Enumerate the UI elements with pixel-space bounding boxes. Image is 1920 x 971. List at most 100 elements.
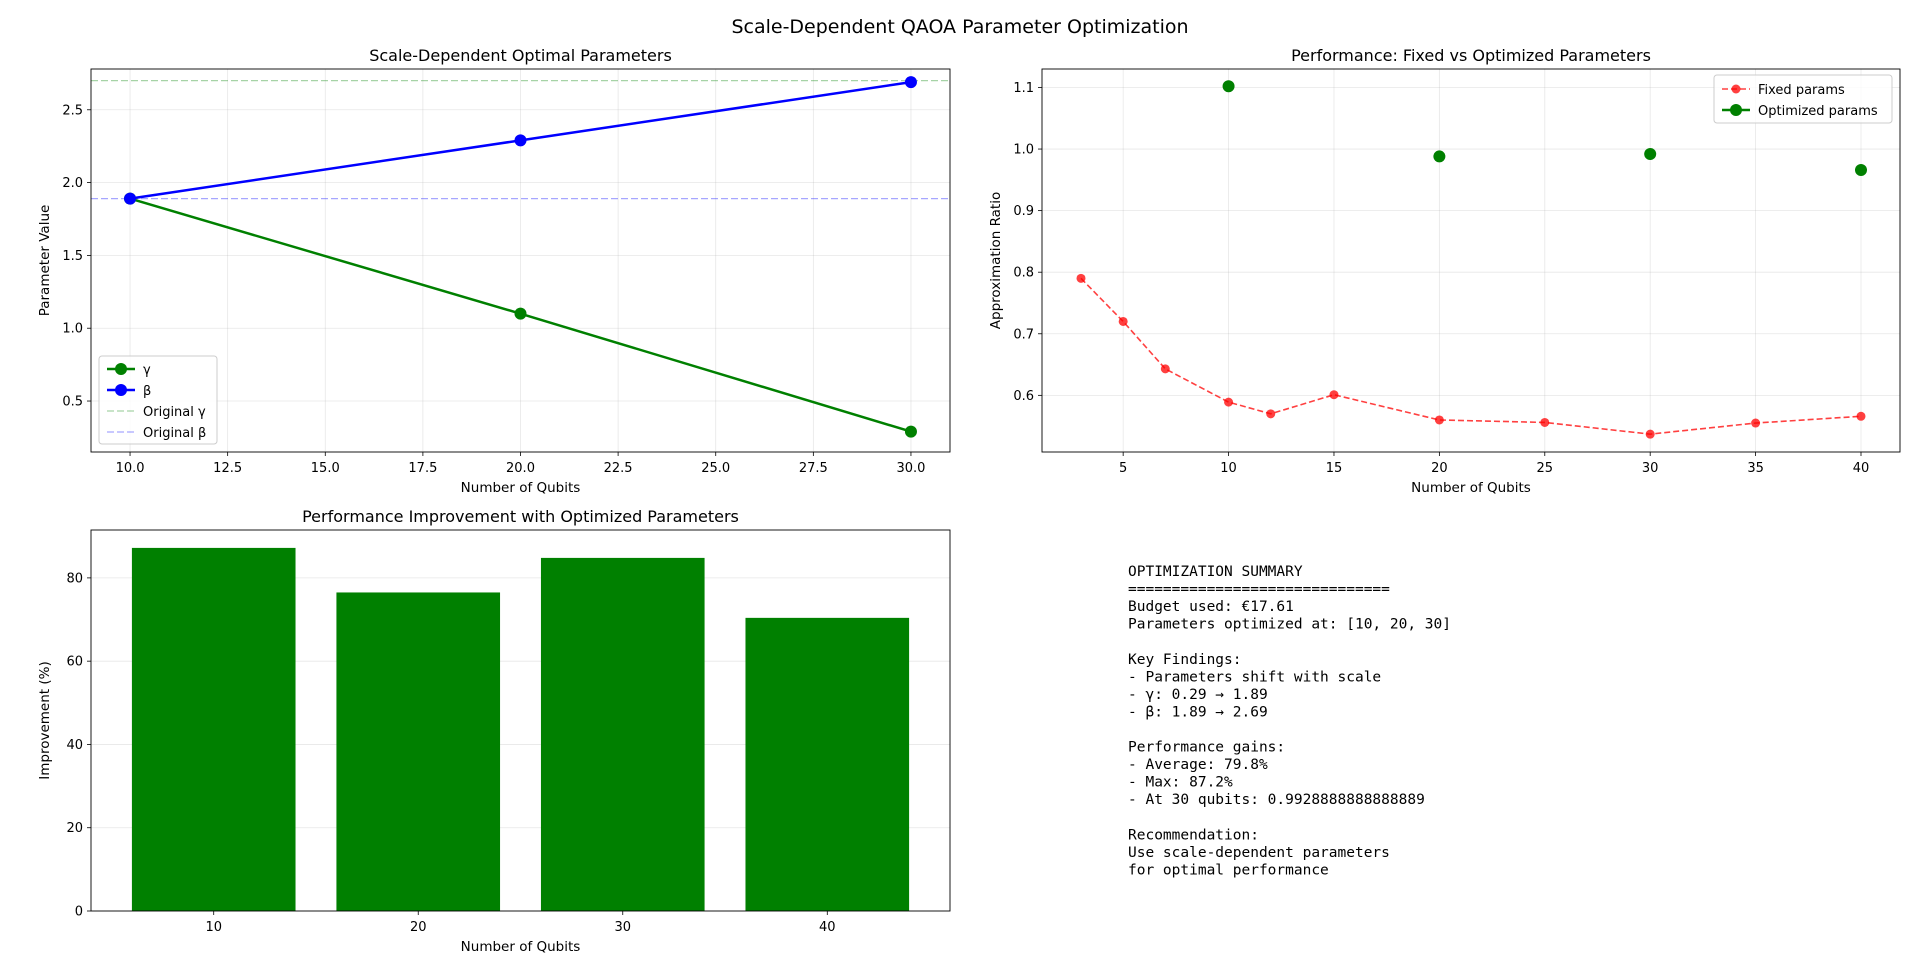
legend-marker [115, 363, 127, 375]
data-point [1222, 80, 1235, 93]
summary-line: for optimal performance [1128, 862, 1329, 878]
x-tick-label: 10 [1220, 461, 1237, 476]
data-point [1433, 150, 1446, 163]
data-point [904, 425, 917, 438]
legend-label: Original γ [143, 405, 206, 420]
summary-line: - Max: 87.2% [1128, 775, 1233, 791]
y-axis-label: Approximation Ratio [988, 192, 1004, 329]
summary-line: - β: 1.89 → 2.69 [1128, 704, 1268, 720]
chart-title: Performance Improvement with Optimized P… [302, 507, 739, 526]
summary-line: - At 30 qubits: 0.9928888888888889 [1128, 792, 1425, 808]
summary-line: - γ: 0.29 → 1.89 [1128, 687, 1268, 703]
performance-chart: 0.6 0.7 0.8 0.9 1.0 1.1 5 10 15 20 25 30 35 40 Perform… [988, 46, 1901, 496]
x-tick-label: 15 [1326, 461, 1343, 476]
y-tick-label: 0.9 [1013, 204, 1034, 219]
x-tick-label: 40 [819, 920, 836, 935]
legend-label: Original β [143, 426, 206, 441]
legend-marker [1731, 84, 1741, 94]
data-point [1266, 409, 1276, 419]
data-point [1751, 418, 1761, 428]
x-tick-label: 25 [1537, 461, 1554, 476]
legend-box [98, 355, 218, 445]
y-tick-label: 2.5 [62, 103, 83, 118]
bar [131, 547, 296, 911]
y-tick-label: 40 [66, 738, 83, 753]
x-tick-label: 22.5 [604, 461, 633, 476]
summary-line: Key Findings: [1128, 652, 1242, 668]
y-tick-label: 20 [66, 821, 83, 836]
summary-line: - Average: 79.8% [1128, 757, 1268, 773]
data-point [124, 192, 137, 205]
x-tick-label: 35 [1747, 461, 1764, 476]
x-axis-label: Number of Qubits [461, 939, 581, 955]
x-tick-label: 30 [614, 920, 631, 935]
y-tick-label: 0.7 [1013, 327, 1034, 342]
data-point [514, 307, 527, 320]
y-tick-label: 80 [66, 571, 83, 586]
data-point [1224, 397, 1234, 407]
data-point [1540, 417, 1550, 427]
y-tick-label: 0.6 [1013, 389, 1034, 404]
bar [540, 557, 705, 911]
legend-box [1713, 74, 1893, 124]
data-point [1856, 411, 1866, 421]
legend-marker [115, 384, 127, 396]
figure-title: Scale-Dependent QAOA Parameter Optimizat… [731, 16, 1188, 38]
summary-line: Budget used: €17.61 [1128, 599, 1294, 615]
y-tick-label: 1.0 [62, 322, 83, 337]
summary-line: OPTIMIZATION SUMMARY [1128, 564, 1303, 580]
bar [745, 617, 910, 911]
x-tick-label: 40 [1853, 461, 1870, 476]
improvement-chart: 0 20 40 60 80 Performance Improvement with Op… [37, 507, 951, 955]
plot-frame [1041, 68, 1901, 453]
y-tick-label: 0.8 [1013, 266, 1034, 281]
x-axis-label: Number of Qubits [461, 480, 581, 496]
x-tick-label: 5 [1119, 461, 1127, 476]
summary-line: Performance gains: [1128, 740, 1285, 756]
plot-frame [90, 68, 951, 453]
data-point [1118, 316, 1128, 326]
chart-title: Performance: Fixed vs Optimized Paramete… [1291, 46, 1651, 65]
summary-line: Parameters optimized at: [10, 20, 30] [1128, 617, 1451, 633]
x-tick-label: 12.5 [213, 461, 242, 476]
x-tick-label: 15.0 [311, 461, 340, 476]
optimization-summary: OPTIMIZATION SUMMARY ====================… [1128, 564, 1451, 878]
y-tick-label: 2.0 [62, 176, 83, 191]
parameters-chart: 0.5 1.0 1.5 2.0 2.5 10.0 12.5 15.0 17.5 20.0 22.5 2… [37, 46, 951, 496]
summary-line: - Parameters shift with scale [1128, 669, 1381, 685]
legend-label: Fixed params [1758, 83, 1845, 98]
legend-label: Optimized params [1758, 104, 1878, 119]
x-tick-label: 17.5 [408, 461, 437, 476]
data-point [1434, 415, 1444, 425]
x-tick-label: 20.0 [506, 461, 535, 476]
data-point [514, 134, 527, 147]
x-tick-label: 10.0 [116, 461, 145, 476]
data-point [904, 76, 917, 89]
summary-line: Recommendation: [1128, 827, 1259, 843]
y-tick-label: 0.5 [62, 395, 83, 410]
x-tick-label: 20 [410, 920, 427, 935]
data-point [1160, 364, 1170, 374]
summary-line: Use scale-dependent parameters [1128, 845, 1390, 861]
y-tick-label: 60 [66, 655, 83, 670]
plot-frame [90, 529, 951, 912]
summary-line: ============================== [1128, 582, 1390, 598]
chart-title: Scale-Dependent Optimal Parameters [369, 46, 672, 65]
legend-marker [1730, 104, 1742, 116]
y-tick-label: 0 [75, 905, 83, 920]
series-line [1080, 277, 1862, 435]
x-tick-label: 30.0 [896, 461, 925, 476]
y-tick-label: 1.5 [62, 249, 83, 264]
legend-label: γ [143, 363, 151, 378]
data-point [1855, 163, 1867, 176]
x-tick-label: 10 [205, 920, 222, 935]
y-axis-label: Parameter Value [37, 205, 53, 317]
x-tick-label: 25.0 [701, 461, 730, 476]
data-point [1329, 390, 1339, 400]
legend-label: β [143, 384, 151, 399]
x-tick-label: 27.5 [799, 461, 828, 476]
data-point [1645, 429, 1655, 439]
x-axis-label: Number of Qubits [1411, 480, 1531, 496]
x-tick-label: 20 [1431, 461, 1448, 476]
